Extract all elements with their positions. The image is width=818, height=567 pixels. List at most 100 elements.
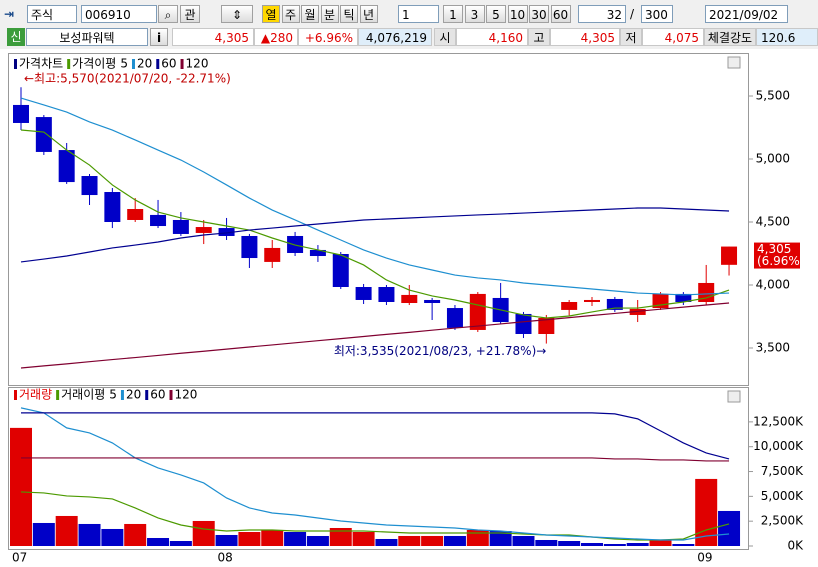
rate: +6.96%: [298, 28, 358, 46]
info-button[interactable]: i: [150, 28, 168, 46]
interval-button[interactable]: 5: [486, 5, 506, 23]
period-button[interactable]: 분: [320, 5, 339, 23]
panel-button[interactable]: [727, 390, 741, 403]
interval-button[interactable]: 1: [443, 5, 463, 23]
volume-bar: [10, 427, 32, 546]
open: 4,160: [456, 28, 528, 46]
interval-button[interactable]: 30: [529, 5, 549, 23]
ma-line: [20, 407, 730, 541]
volume-bar: [558, 540, 581, 546]
legend-label: 5: [120, 57, 128, 71]
volume-bar: [512, 535, 535, 546]
total-input[interactable]: 300: [641, 5, 673, 23]
high: 4,305: [550, 28, 620, 46]
unit-select[interactable]: 1: [398, 5, 439, 23]
candle-body: [264, 247, 281, 262]
ma-line: [21, 457, 730, 462]
spin-button[interactable]: ⇕: [221, 5, 253, 23]
volume-bar: [261, 529, 284, 546]
legend-label: 거래이평: [61, 388, 105, 402]
chart-background: [0, 49, 818, 567]
volume-bar: [215, 534, 238, 546]
panel-button[interactable]: [727, 56, 741, 69]
market-select[interactable]: 주식: [27, 5, 77, 23]
ma-line: [21, 412, 730, 460]
legend-label: 60: [161, 57, 176, 71]
y-tick-label: 7,500K: [761, 464, 804, 478]
min-annotation: 최저:3,535(2021/08/23, +21.78%)→: [334, 344, 547, 358]
price-tag: [754, 242, 800, 269]
candle-body: [515, 313, 532, 334]
candle-body: [172, 219, 189, 234]
change: ▲280: [254, 28, 298, 46]
search-button[interactable]: ⌕: [158, 5, 178, 23]
volume-bar: [489, 530, 512, 546]
candle-body: [698, 282, 715, 302]
period-button[interactable]: 월: [301, 5, 319, 23]
date-input[interactable]: 2021/09/02: [705, 5, 788, 23]
candle-body: [446, 308, 463, 328]
volume-bar: [78, 523, 101, 546]
low-label: 저: [620, 28, 642, 46]
ma-line: [20, 207, 730, 263]
count-input[interactable]: 32: [578, 5, 626, 23]
badge: 신: [7, 28, 25, 46]
code-input[interactable]: 006910: [81, 5, 157, 23]
candle-body: [629, 308, 646, 315]
candle-body: [195, 227, 212, 233]
legend-marker: [14, 59, 17, 69]
period-button[interactable]: 열: [262, 5, 280, 23]
legend-marker: [56, 390, 60, 400]
low: 4,075: [642, 28, 704, 46]
volume-bar: [147, 537, 170, 546]
interval-button[interactable]: 60: [550, 5, 571, 23]
y-tick-label: 4,500: [756, 214, 790, 228]
volume-bar: [443, 535, 466, 546]
legend-label: 20: [137, 57, 152, 71]
candle-body: [13, 104, 29, 123]
legend-label: 120: [186, 57, 209, 71]
candle-body: [401, 294, 418, 304]
period-button[interactable]: 년: [359, 5, 378, 23]
volume-bar: [124, 523, 147, 546]
separator: /: [630, 7, 635, 21]
y-tick-label: 10,000K: [753, 439, 804, 453]
candle-body: [424, 299, 441, 304]
menu-icon[interactable]: ⇥: [4, 7, 15, 21]
candle-body: [150, 214, 167, 227]
volume-bar: [55, 515, 78, 546]
candle-body: [58, 150, 75, 183]
candle-body: [378, 287, 395, 302]
open-label: 시: [434, 28, 456, 46]
legend-marker: [156, 59, 160, 69]
x-tick-label: 07: [12, 551, 27, 565]
price-tag-label: 4,305: [757, 242, 791, 256]
candle-body: [538, 317, 555, 334]
legend-marker: [180, 59, 184, 69]
volume-bar: [284, 531, 307, 546]
candle-body: [606, 298, 623, 310]
interval-button[interactable]: 10: [507, 5, 528, 23]
volume-bar: [238, 531, 261, 546]
volume-bar: [169, 540, 192, 546]
volume-bar: [329, 527, 352, 546]
volume-bar: [192, 520, 215, 546]
volume-bar: [375, 538, 398, 546]
volume-bar: [603, 543, 626, 546]
favorite-button[interactable]: 관: [180, 5, 200, 23]
volume-bar: [695, 478, 718, 546]
period-button[interactable]: 주: [281, 5, 300, 23]
volume-bar: [421, 535, 444, 546]
volume-bar: [672, 543, 695, 546]
interval-button[interactable]: 3: [464, 5, 485, 23]
candle-body: [127, 209, 144, 220]
ma-line: [20, 129, 730, 319]
volume-bar: [306, 535, 329, 546]
price-tag-label: (6.96%): [757, 254, 804, 268]
y-tick-label: 2,500K: [761, 514, 804, 528]
period-button[interactable]: 틱: [340, 5, 358, 23]
candle-body: [241, 235, 258, 259]
volume-bar: [101, 528, 124, 546]
